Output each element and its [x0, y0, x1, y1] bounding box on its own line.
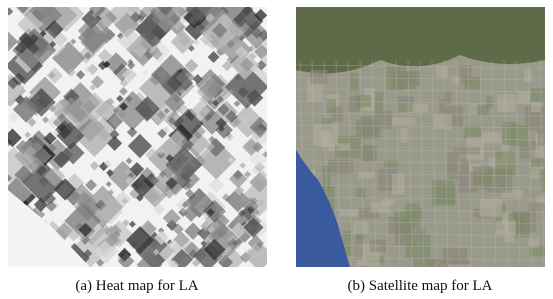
- satellite-patch: [401, 128, 408, 143]
- satellite-patch: [482, 132, 501, 144]
- satellite-patch: [394, 226, 411, 245]
- satellite-patch: [531, 102, 541, 112]
- page: {"figures": [{"caption": "(a) Heat map f…: [0, 0, 553, 299]
- satellite-patch: [398, 106, 412, 112]
- satellite-patch: [361, 266, 369, 272]
- satellite-patch: [461, 159, 469, 173]
- satellite-patch: [364, 145, 374, 162]
- satellite-patch: [353, 222, 368, 234]
- satellite-patch: [529, 203, 546, 211]
- satellite-patch: [339, 209, 359, 216]
- satellite-patch: [396, 96, 414, 105]
- satellite-patch: [426, 258, 449, 271]
- satellite-patch: [541, 170, 553, 192]
- satellite-patch: [355, 123, 375, 130]
- satellite-patch: [518, 91, 530, 104]
- satellite-patch: [382, 199, 396, 205]
- caption: (a) Heat map for LA: [75, 278, 198, 294]
- satellite-patch: [531, 88, 553, 102]
- body: (a) Heat map for LA (b) Satellite map fo…: [0, 0, 553, 299]
- figure: (a) Heat map for LA (b) Satellite map fo…: [0, 0, 553, 299]
- satellite-patch: [538, 129, 551, 146]
- satellite-patch: [469, 103, 478, 115]
- satellite-patch: [520, 142, 530, 159]
- satellite-patch: [355, 95, 371, 107]
- satellite-patch: [511, 124, 519, 147]
- satellite-patch: [439, 99, 446, 113]
- satellite-patch: [356, 188, 365, 198]
- satellite-patch: [310, 264, 328, 287]
- satellite-patch: [528, 238, 539, 247]
- satellite-map-image: [296, 7, 553, 287]
- satellite-patch: [355, 236, 362, 259]
- satellite-patch: [358, 172, 374, 179]
- caption: (b) Satellite map for LA: [348, 278, 493, 294]
- satellite-patch: [350, 73, 359, 91]
- satellite-patch: [434, 115, 452, 130]
- satellite-patch: [496, 221, 516, 235]
- heat-map-image: [0, 0, 282, 278]
- satellite-patch: [459, 65, 471, 83]
- mountains: [296, 7, 545, 73]
- satellite-patch: [392, 117, 415, 125]
- satellite-patch: [517, 266, 527, 273]
- satellite-patch: [496, 151, 516, 175]
- satellite-patch: [447, 163, 458, 179]
- satellite-patch: [436, 66, 448, 77]
